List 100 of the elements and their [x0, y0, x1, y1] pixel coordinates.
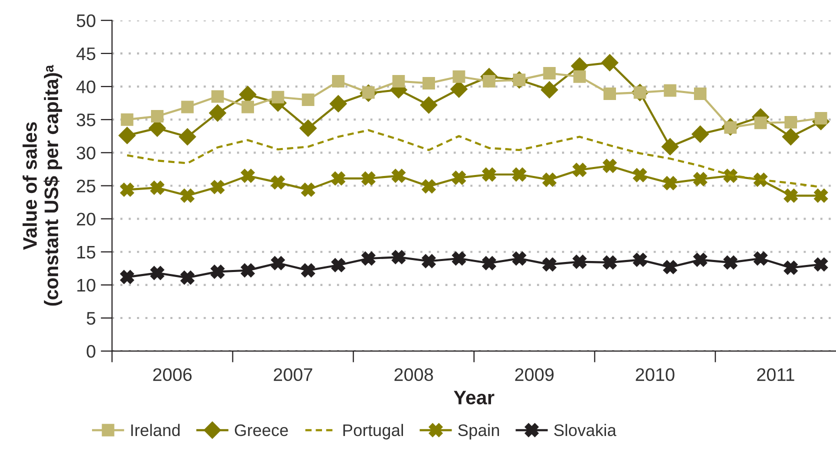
point — [542, 257, 556, 272]
point — [692, 126, 709, 143]
legend-label: Portugal — [343, 424, 403, 440]
x-tick-label: 2008 — [394, 368, 433, 382]
point — [452, 70, 466, 83]
point — [120, 113, 134, 126]
point — [693, 172, 708, 186]
point — [723, 256, 738, 270]
point — [209, 104, 226, 122]
point — [120, 182, 134, 197]
x-tick-label: 2007 — [274, 368, 312, 382]
y-tick-label: 5 — [86, 312, 96, 325]
point — [604, 88, 616, 100]
legend-label: Ireland — [131, 424, 180, 436]
point — [482, 256, 496, 270]
point — [694, 88, 707, 100]
point — [392, 168, 406, 183]
point — [664, 84, 676, 97]
point — [482, 74, 496, 88]
point — [150, 266, 164, 280]
point — [211, 90, 224, 103]
point — [392, 74, 405, 88]
point — [784, 116, 797, 128]
point — [240, 263, 255, 278]
point — [270, 175, 285, 190]
point — [632, 168, 647, 182]
y-tick-label: 30 — [76, 146, 96, 160]
point — [572, 162, 587, 177]
x-axis-title: Year — [454, 390, 494, 404]
point — [361, 252, 376, 266]
point — [601, 54, 618, 72]
x-tick-label: 2009 — [515, 368, 554, 382]
point — [784, 260, 798, 275]
point — [422, 179, 436, 194]
point — [543, 67, 556, 80]
point — [301, 263, 316, 278]
y-tick-label: 10 — [77, 278, 96, 292]
point — [302, 94, 314, 106]
point — [422, 76, 436, 90]
point — [542, 172, 556, 187]
point — [814, 257, 828, 272]
point — [540, 81, 558, 98]
point — [573, 70, 586, 83]
y-tick-label: 20 — [76, 212, 96, 226]
y-tick-label: 45 — [76, 48, 96, 60]
point — [663, 176, 678, 190]
legend-label: Slovakia — [554, 424, 616, 436]
point — [330, 95, 347, 112]
point — [420, 96, 438, 114]
point — [452, 170, 466, 185]
point — [210, 264, 225, 279]
point — [300, 120, 317, 137]
x-tick-label: 2006 — [153, 368, 192, 382]
point — [210, 180, 225, 194]
y-tick-label: 25 — [76, 180, 96, 192]
point — [693, 252, 708, 267]
point — [151, 110, 164, 123]
legend-label: Greece — [234, 424, 288, 436]
point — [332, 74, 345, 88]
point — [662, 138, 679, 156]
point — [482, 168, 496, 182]
point — [242, 100, 254, 114]
point — [181, 100, 194, 114]
point — [270, 256, 285, 270]
point — [602, 256, 617, 270]
y-tick-label: 15 — [77, 246, 96, 259]
y-tick-label: 50 — [76, 14, 96, 28]
point — [120, 270, 134, 284]
point — [331, 258, 346, 272]
y-tick-label: 0 — [86, 345, 96, 358]
point — [754, 116, 767, 130]
point — [632, 252, 647, 267]
point — [331, 172, 346, 186]
point — [180, 270, 194, 285]
x-tick-label: 2010 — [636, 368, 674, 382]
point — [450, 80, 468, 98]
point — [663, 260, 678, 274]
y-tick-label: 40 — [76, 80, 96, 94]
point — [361, 172, 376, 186]
point — [814, 112, 828, 125]
x-tick-label: 2011 — [757, 368, 794, 382]
y-tick-label: 35 — [76, 114, 96, 126]
point — [572, 254, 587, 269]
point — [392, 250, 406, 264]
point — [178, 128, 196, 146]
point — [301, 182, 316, 197]
point — [784, 188, 798, 203]
point — [118, 126, 136, 144]
point — [180, 188, 194, 203]
legend-label: Spain — [458, 424, 499, 440]
point — [512, 168, 526, 182]
point — [814, 188, 828, 203]
point — [602, 158, 617, 173]
point — [150, 180, 164, 195]
point — [754, 252, 768, 266]
point — [512, 252, 526, 266]
point — [782, 128, 800, 146]
point — [240, 168, 255, 183]
point — [452, 252, 466, 266]
point — [272, 90, 284, 104]
